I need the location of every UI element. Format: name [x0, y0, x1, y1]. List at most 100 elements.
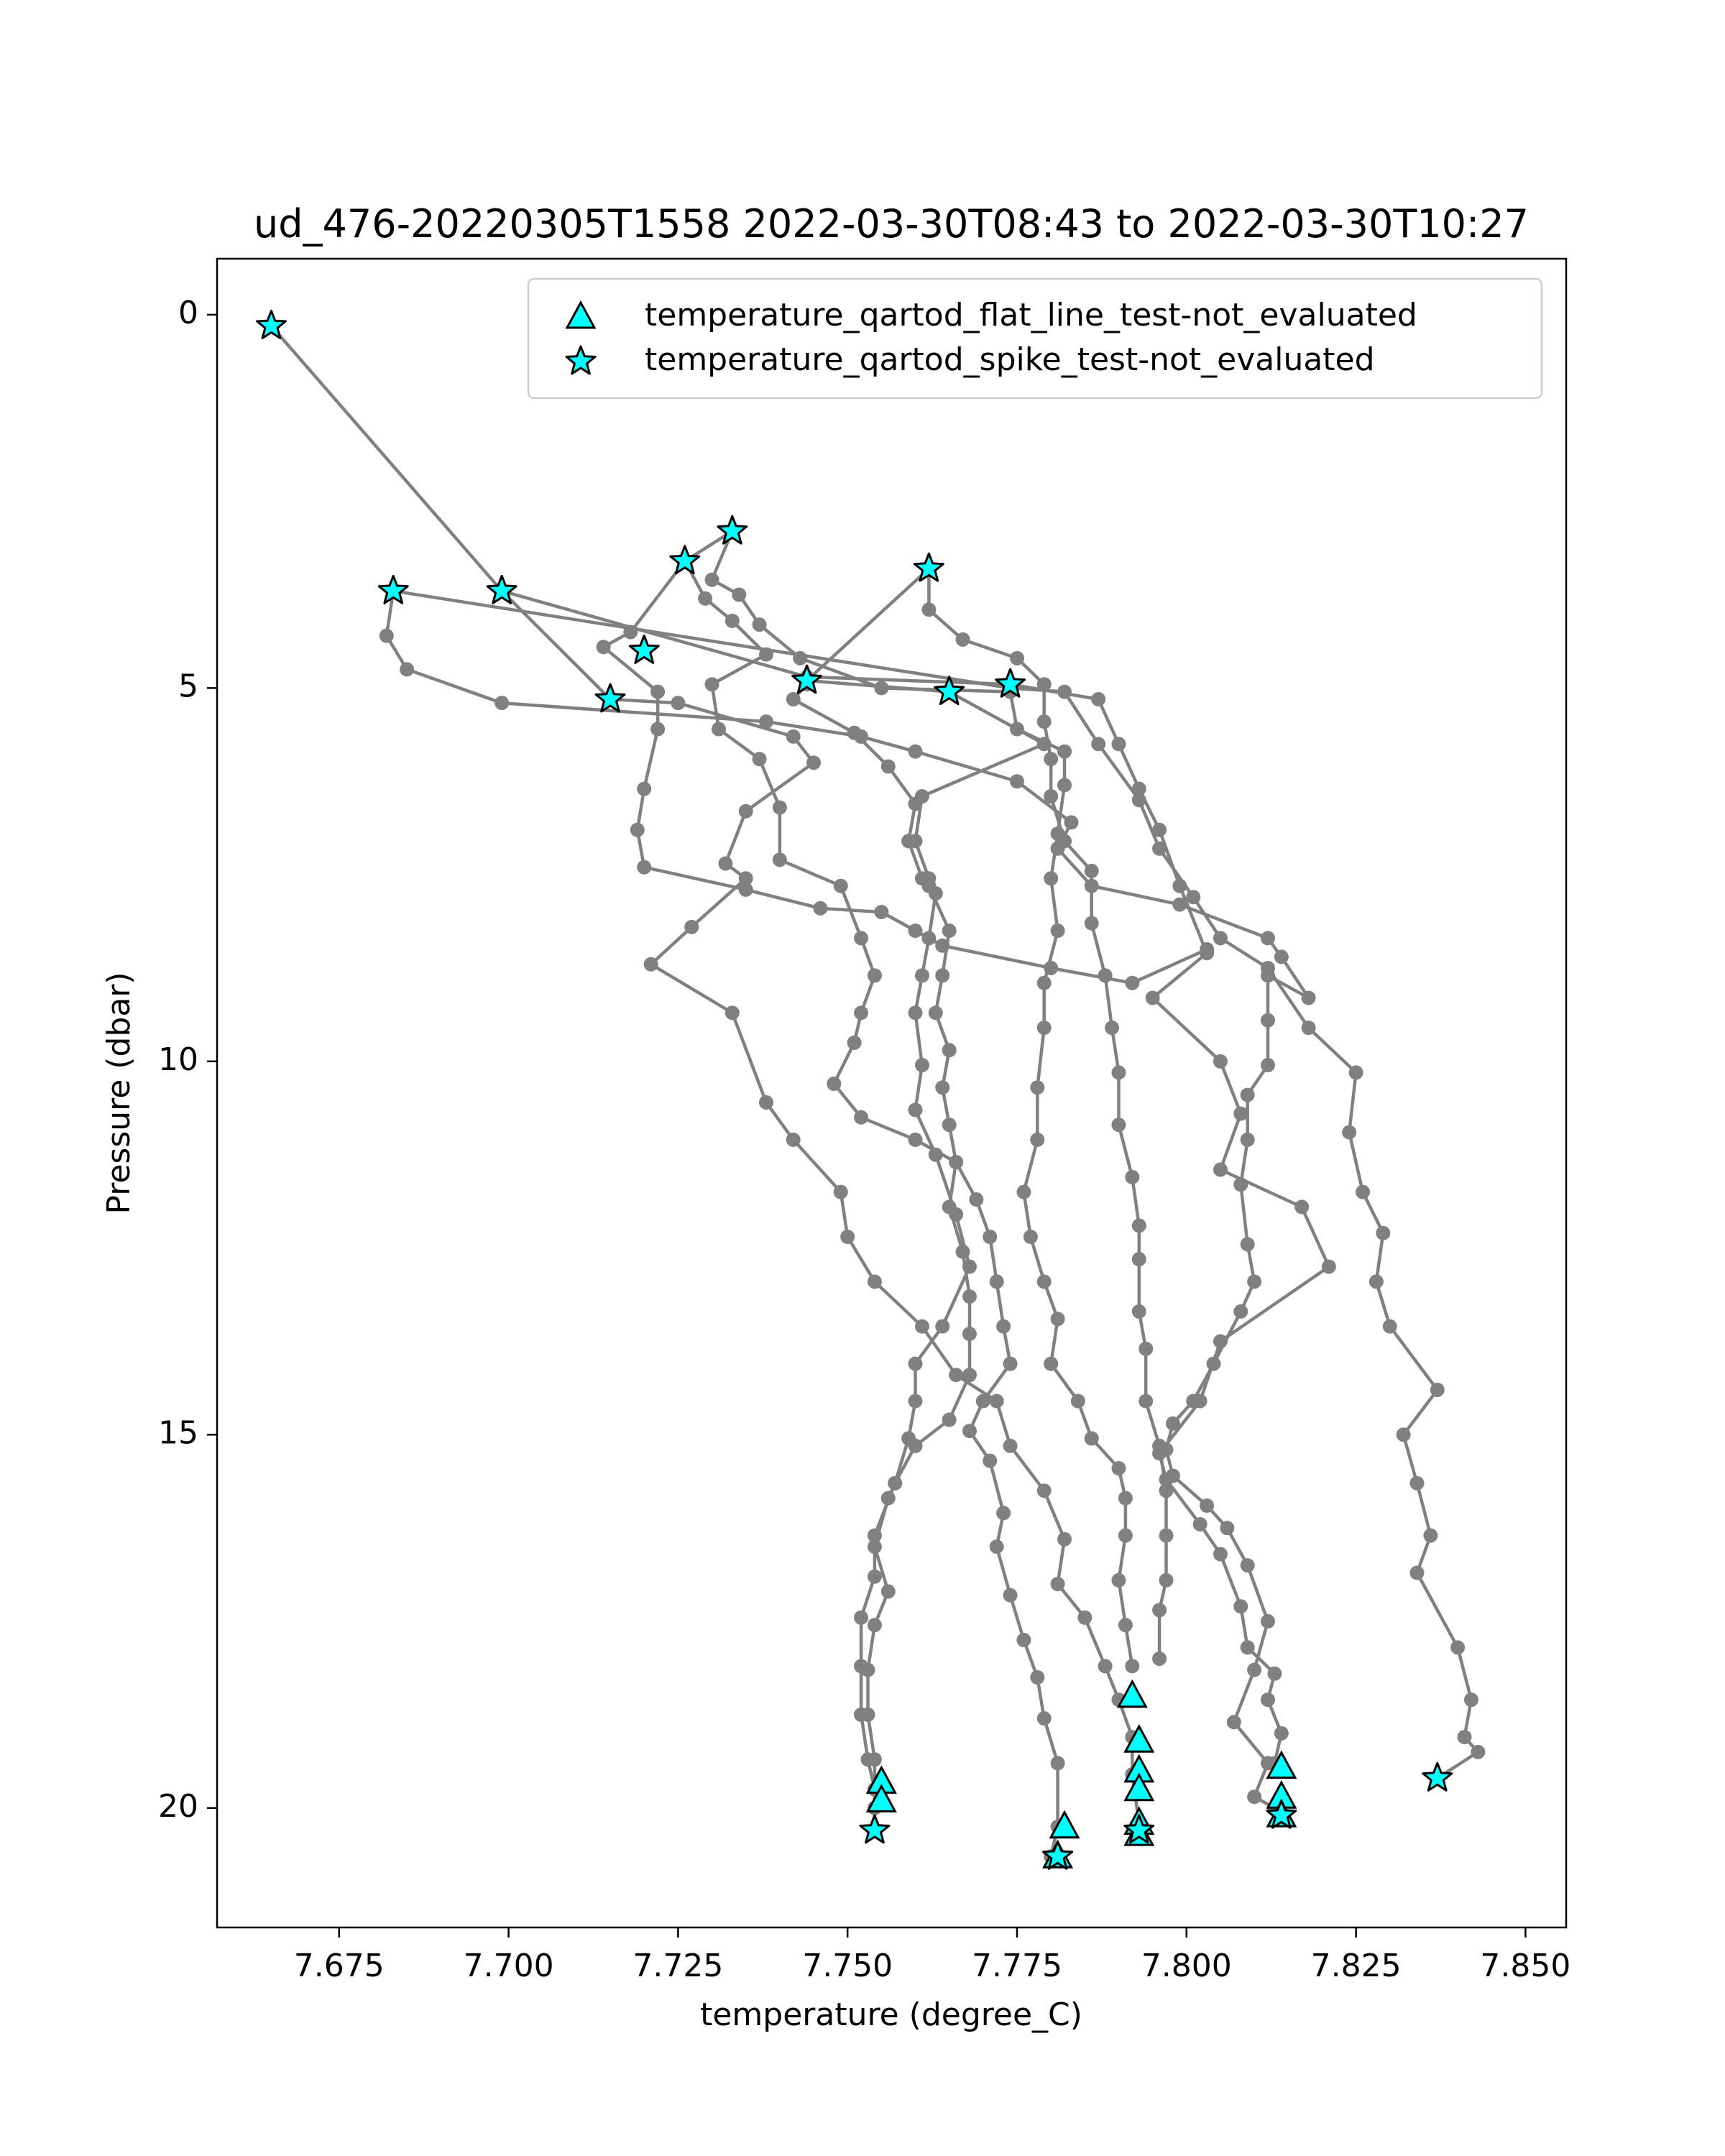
profile-point	[908, 923, 923, 939]
profile-point	[1376, 1225, 1391, 1240]
profile-point	[880, 759, 896, 774]
profile-point	[996, 1506, 1011, 1521]
profile-point	[860, 1752, 875, 1767]
flat-line-marker	[1116, 1679, 1148, 1708]
profile-point	[637, 781, 652, 796]
profile-point	[1247, 1274, 1262, 1289]
profile-point	[975, 1393, 990, 1409]
profile-point	[914, 789, 929, 804]
profile-point	[1172, 897, 1187, 912]
profile-point	[1084, 863, 1099, 878]
plot-area	[217, 259, 1566, 1927]
profile-point	[1111, 737, 1126, 752]
profile-point	[942, 1043, 957, 1058]
spike-marker	[377, 574, 409, 604]
profile-point	[847, 725, 862, 740]
profile-point	[1125, 1659, 1140, 1674]
profile-point	[1457, 1730, 1472, 1745]
profile-point	[1044, 752, 1059, 767]
profile-point	[1050, 1312, 1065, 1327]
x-tick-label: 7.725	[632, 1948, 723, 1984]
profile-point	[724, 1005, 740, 1021]
legend-star-icon	[565, 345, 597, 375]
profile-point	[1260, 968, 1275, 983]
profile-point	[989, 1393, 1004, 1409]
profile-point	[1057, 744, 1072, 759]
profile-point	[630, 822, 645, 837]
profile-point	[1471, 1744, 1486, 1759]
plot-frame	[216, 257, 1568, 1929]
profile-point	[759, 714, 774, 729]
profile-point	[1003, 1356, 1018, 1371]
profile-point	[854, 1005, 869, 1021]
profile-point	[698, 591, 713, 606]
profile-point	[1240, 1132, 1255, 1147]
profile-point	[1111, 1572, 1126, 1588]
profile-point	[962, 1289, 977, 1304]
profile-point	[908, 1356, 923, 1371]
profile-point	[786, 729, 801, 744]
profile-point	[962, 1259, 977, 1274]
profile-point	[833, 878, 848, 893]
profile-point	[867, 1618, 882, 1633]
profile-point	[1057, 1531, 1072, 1547]
profile-point	[684, 919, 699, 934]
flat-line-marker	[1049, 1810, 1080, 1839]
profile-point	[1050, 1577, 1065, 1592]
profile-point	[867, 968, 882, 983]
profile-point	[1159, 1483, 1174, 1498]
profile-point	[806, 755, 822, 770]
profile-point	[908, 834, 923, 849]
profile-point	[738, 882, 753, 897]
y-axis-label: Pressure (dbar)	[101, 972, 137, 1214]
profile-point	[1050, 923, 1065, 939]
profile-point	[643, 957, 658, 972]
profile-point	[1131, 1252, 1146, 1267]
profile-point	[1036, 1711, 1052, 1726]
profile-point	[1409, 1565, 1425, 1580]
profile-point	[1009, 774, 1024, 789]
chart-title: ud_476-20220305T1558 2022-03-30T08:43 to…	[254, 201, 1529, 247]
x-tick-label: 7.825	[1311, 1948, 1402, 1984]
profile-point	[1030, 1080, 1045, 1095]
profile-point	[908, 1005, 923, 1021]
profile-point	[1409, 1475, 1425, 1491]
profile-point	[1023, 1229, 1038, 1244]
profile-point	[1057, 778, 1072, 793]
profile-point	[935, 1319, 950, 1334]
profile-point	[996, 1319, 1011, 1334]
spike-marker	[669, 545, 701, 575]
profile-point	[704, 572, 719, 587]
profile-point	[1152, 1438, 1167, 1453]
profile-point	[1077, 1610, 1092, 1625]
profile-point	[989, 1274, 1004, 1289]
profile-point	[901, 1431, 916, 1446]
profile-point	[914, 968, 929, 983]
profile-point	[928, 1147, 943, 1162]
profile-point	[1172, 878, 1187, 893]
spike-marker	[594, 683, 626, 713]
y-axis: 0 5 10 15 20	[158, 295, 217, 1825]
profile-point	[1138, 1393, 1154, 1409]
profile-point	[854, 1707, 869, 1722]
marker-layer	[256, 310, 1453, 1870]
profile-point	[1030, 1132, 1045, 1147]
profile-point	[1125, 975, 1140, 990]
profile-point	[908, 1102, 923, 1118]
profile-point	[650, 722, 666, 737]
spike-marker	[859, 1814, 891, 1844]
profile-point	[1125, 1169, 1140, 1184]
profile-point	[1192, 1393, 1208, 1409]
profile-point	[880, 1584, 896, 1599]
profile-point	[1070, 1393, 1085, 1409]
profile-point	[983, 1229, 998, 1244]
profile-point	[1200, 1498, 1215, 1514]
spike-marker	[791, 664, 823, 694]
profile-point	[1050, 1756, 1065, 1771]
profile-point	[1240, 1558, 1255, 1573]
profile-point	[724, 613, 740, 628]
profile-point	[983, 1453, 998, 1468]
profile-point	[1260, 1013, 1275, 1028]
profile-point	[1131, 1218, 1146, 1233]
profile-point	[1348, 1065, 1363, 1080]
